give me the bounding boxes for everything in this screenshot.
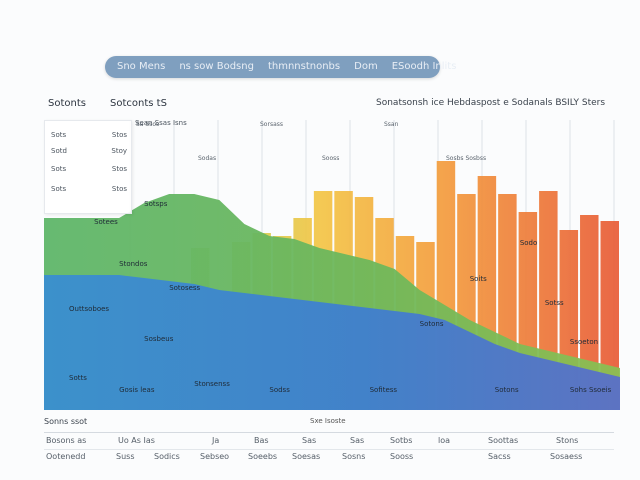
legend-row: Sots Stos (51, 131, 127, 139)
bar-s21 (600, 221, 619, 410)
chart-title: Sonatsonsh ice Hebdaspost e Sodanals BSI… (376, 98, 606, 108)
table-cell: Sotbs (390, 436, 413, 445)
table-cell: Suss (116, 452, 135, 461)
table-cell: Ja (212, 436, 220, 445)
legend-row: Sotd Stoy (51, 147, 127, 155)
legend-value: Stos (111, 165, 127, 173)
legend-label: Sotd (51, 147, 67, 155)
annotation-label: Sotsps (144, 200, 168, 208)
legend-label: Sots (51, 131, 67, 139)
table-cell: Sebseo (200, 452, 230, 461)
annotation-label: Sohs Ssoeis (570, 386, 612, 394)
legend-row: Sots Stos (51, 165, 127, 173)
legend-value: Stos (111, 131, 127, 139)
table-x-title: Sxe Isoste (310, 417, 346, 425)
annotation-label: Sodss (269, 386, 290, 394)
table-cell: Bas (254, 436, 269, 445)
top-annotation-label: Sodas (198, 155, 216, 162)
annotation-label: Outtsoboes (69, 305, 109, 313)
table-cell: Bosons as (46, 436, 87, 445)
annotation-label: Sotons (495, 386, 519, 394)
annotation-label: Sotons (420, 320, 444, 328)
table-cell: Sooss (390, 452, 414, 461)
annotation-label: Ssoeton (570, 338, 598, 346)
table-cell: loa (438, 436, 451, 445)
header-segment: Dom (354, 61, 378, 72)
header-segment: ns sow Bodsng (179, 61, 254, 72)
legend-label: Sots (51, 165, 67, 173)
annotation-label: Sotts (69, 374, 87, 382)
legend-row: Sots Stos (51, 185, 127, 193)
legend-panel[interactable]: Sean Ssas Isns Sots Stos Sotd Stoy Sots … (44, 119, 187, 214)
area-blue (44, 275, 620, 410)
annotation-label: Sosbeus (144, 335, 174, 343)
table-cell: Stons (556, 436, 579, 445)
legend-value: Stoy (111, 147, 127, 155)
top-annotation-label: Sooss (322, 155, 339, 162)
annotation-label: Stonsenss (194, 380, 230, 388)
annotation-label: Sotees (94, 218, 118, 226)
annotation-label: Stondos (119, 260, 148, 268)
table-row: Bosons as Uo As Ias Ja Bas Sas Sas Sotbs… (44, 432, 614, 450)
annotation-label: Soits (470, 275, 487, 283)
table-cell: Sacss (488, 452, 511, 461)
table-cell: Sas (302, 436, 317, 445)
table-cell: Uo As Ias (118, 436, 155, 445)
table-cell: Sodics (154, 452, 180, 461)
table-caption: Sonns ssot (44, 417, 88, 426)
table-cell: Sas (350, 436, 365, 445)
annotation-label: Sodo (520, 239, 537, 247)
legend-heading: Sean Ssas Isns (135, 119, 187, 127)
legend-value: Stos (111, 185, 127, 193)
header-segment: ESoodh Inlits (391, 61, 457, 72)
table-cell: Soottas (488, 436, 519, 445)
annotation-label: Gosis leas (119, 386, 155, 394)
top-annotation-label: Sa Ssos (136, 121, 159, 128)
table-cell: Soeebs (248, 452, 278, 461)
top-annotation-label: Ssan (384, 121, 399, 128)
annotation-label: Sofitess (370, 386, 398, 394)
top-annotation-label: Sorsass (260, 121, 283, 128)
top-annotation-label: Sosbs Sosbss (446, 155, 486, 162)
header-segment: thmnnstnonbs (267, 61, 341, 72)
annotation-label: Sotosess (169, 284, 200, 292)
panel-subtitle: Sotconts tS (110, 98, 167, 109)
annotations: Sotsps Sotees Stondos Sotosess Outtsoboes Sos… (69, 121, 612, 394)
table-cell: Ootenedd (46, 452, 86, 461)
legend-label: Sots (51, 185, 67, 193)
header-pill[interactable]: Sno Mens ns sow Bodsng thmnnstnonbs Dom … (105, 56, 456, 78)
panel-title: Sotonts (48, 98, 86, 109)
table-row: Ootenedd Suss Sodics Sebseo Soeebs Soesa… (44, 450, 614, 466)
table-cell: Sosns (342, 452, 366, 461)
annotation-label: Sotss (545, 299, 564, 307)
table-cell: Soesas (292, 452, 321, 461)
table-cell: Sosaess (550, 452, 583, 461)
header-segment: Sno Mens (117, 61, 166, 72)
